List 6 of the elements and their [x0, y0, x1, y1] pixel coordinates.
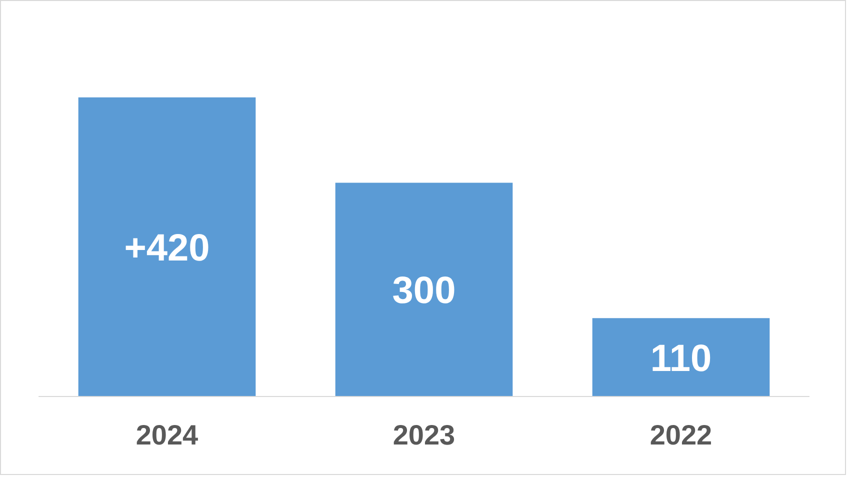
data-label: +420 — [124, 227, 210, 270]
x-tick-label: 2022 — [650, 420, 712, 450]
data-label: 300 — [392, 270, 456, 312]
x-tick-label: 2024 — [136, 420, 199, 450]
x-tick-label: 2023 — [392, 420, 456, 450]
data-label: 110 — [650, 338, 712, 380]
